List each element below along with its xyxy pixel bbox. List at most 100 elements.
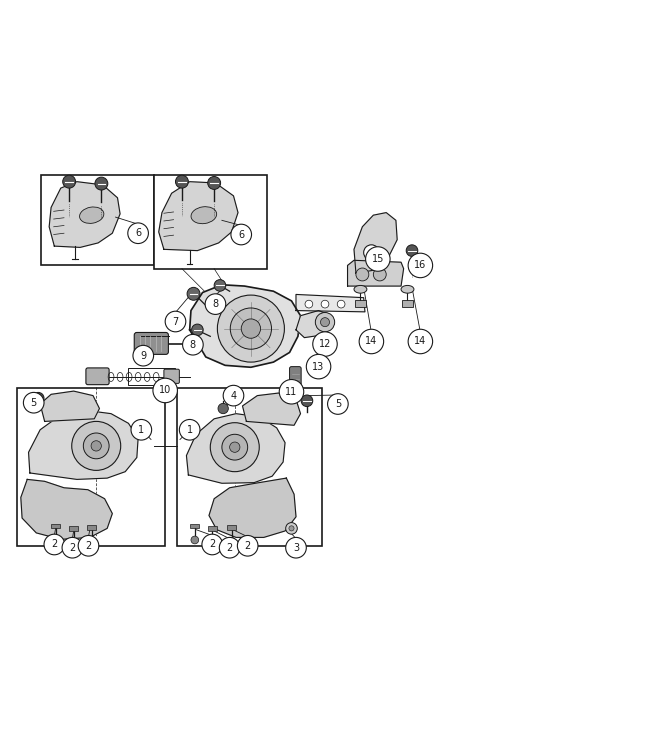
Text: 2: 2: [209, 539, 215, 550]
Circle shape: [363, 244, 379, 260]
Ellipse shape: [79, 207, 104, 224]
Circle shape: [91, 441, 101, 451]
FancyBboxPatch shape: [135, 332, 168, 355]
Bar: [17, 388, 165, 546]
Circle shape: [192, 324, 203, 336]
Bar: [42, 176, 154, 266]
Polygon shape: [21, 479, 112, 539]
Circle shape: [62, 176, 75, 188]
Circle shape: [301, 395, 313, 406]
Circle shape: [179, 419, 200, 440]
Text: 13: 13: [313, 362, 325, 371]
Circle shape: [202, 534, 222, 555]
Circle shape: [211, 423, 259, 472]
Text: 15: 15: [372, 254, 384, 264]
Circle shape: [315, 313, 335, 332]
Polygon shape: [187, 414, 285, 483]
Circle shape: [95, 177, 108, 190]
Text: 2: 2: [51, 539, 57, 550]
Bar: [69, 526, 78, 531]
Bar: [129, 368, 176, 385]
Polygon shape: [296, 310, 332, 338]
Text: 7: 7: [172, 316, 179, 326]
Circle shape: [52, 536, 60, 544]
Polygon shape: [40, 391, 99, 422]
Polygon shape: [242, 393, 300, 425]
Circle shape: [70, 538, 77, 547]
Polygon shape: [159, 182, 238, 250]
Text: 2: 2: [85, 541, 92, 550]
Circle shape: [219, 538, 240, 558]
Circle shape: [217, 295, 285, 362]
Bar: [227, 525, 236, 530]
Bar: [154, 176, 267, 268]
Circle shape: [88, 538, 96, 545]
Circle shape: [280, 380, 304, 404]
Circle shape: [209, 538, 216, 547]
Ellipse shape: [401, 286, 414, 293]
Circle shape: [72, 422, 121, 470]
Ellipse shape: [354, 286, 367, 293]
Circle shape: [408, 329, 433, 354]
Circle shape: [191, 536, 199, 544]
Ellipse shape: [191, 207, 216, 224]
Text: 2: 2: [226, 543, 233, 553]
Circle shape: [359, 329, 384, 354]
Text: 2: 2: [244, 541, 251, 550]
Circle shape: [286, 523, 297, 534]
Circle shape: [128, 223, 148, 244]
Text: 6: 6: [238, 230, 244, 239]
Circle shape: [214, 280, 226, 291]
Circle shape: [229, 442, 240, 452]
Circle shape: [78, 536, 99, 556]
Circle shape: [231, 224, 252, 245]
Circle shape: [230, 308, 272, 350]
FancyBboxPatch shape: [86, 368, 109, 385]
Circle shape: [208, 176, 220, 190]
Bar: [402, 300, 413, 307]
Text: 4: 4: [231, 391, 237, 400]
Circle shape: [183, 334, 203, 355]
Text: 10: 10: [159, 386, 172, 395]
Text: 16: 16: [414, 260, 426, 271]
Text: 9: 9: [140, 351, 146, 361]
Bar: [87, 525, 96, 530]
Text: 5: 5: [31, 398, 37, 408]
Circle shape: [44, 534, 64, 555]
Text: 3: 3: [293, 543, 299, 553]
Circle shape: [176, 176, 188, 188]
Bar: [51, 524, 60, 529]
Circle shape: [337, 300, 345, 308]
Circle shape: [408, 254, 433, 278]
Circle shape: [153, 378, 177, 403]
Circle shape: [133, 345, 153, 366]
Circle shape: [218, 404, 228, 414]
Text: 11: 11: [285, 387, 298, 397]
Circle shape: [187, 287, 200, 300]
Circle shape: [286, 538, 306, 558]
Text: 14: 14: [414, 337, 426, 346]
Circle shape: [222, 434, 248, 460]
Circle shape: [32, 392, 44, 404]
Text: 8: 8: [213, 299, 218, 309]
Circle shape: [406, 244, 418, 256]
Text: 8: 8: [190, 340, 196, 350]
Polygon shape: [29, 410, 138, 479]
Bar: [356, 300, 365, 307]
Circle shape: [241, 319, 261, 338]
Circle shape: [23, 392, 44, 413]
Polygon shape: [49, 182, 120, 248]
Polygon shape: [209, 478, 296, 538]
Polygon shape: [348, 260, 404, 286]
Bar: [190, 524, 200, 529]
Circle shape: [306, 355, 331, 379]
FancyBboxPatch shape: [289, 367, 301, 388]
Circle shape: [356, 268, 369, 281]
Circle shape: [321, 300, 329, 308]
Circle shape: [313, 332, 337, 356]
Circle shape: [305, 300, 313, 308]
Polygon shape: [296, 295, 365, 312]
Circle shape: [131, 419, 151, 440]
Circle shape: [237, 536, 258, 556]
Text: 1: 1: [138, 424, 144, 435]
